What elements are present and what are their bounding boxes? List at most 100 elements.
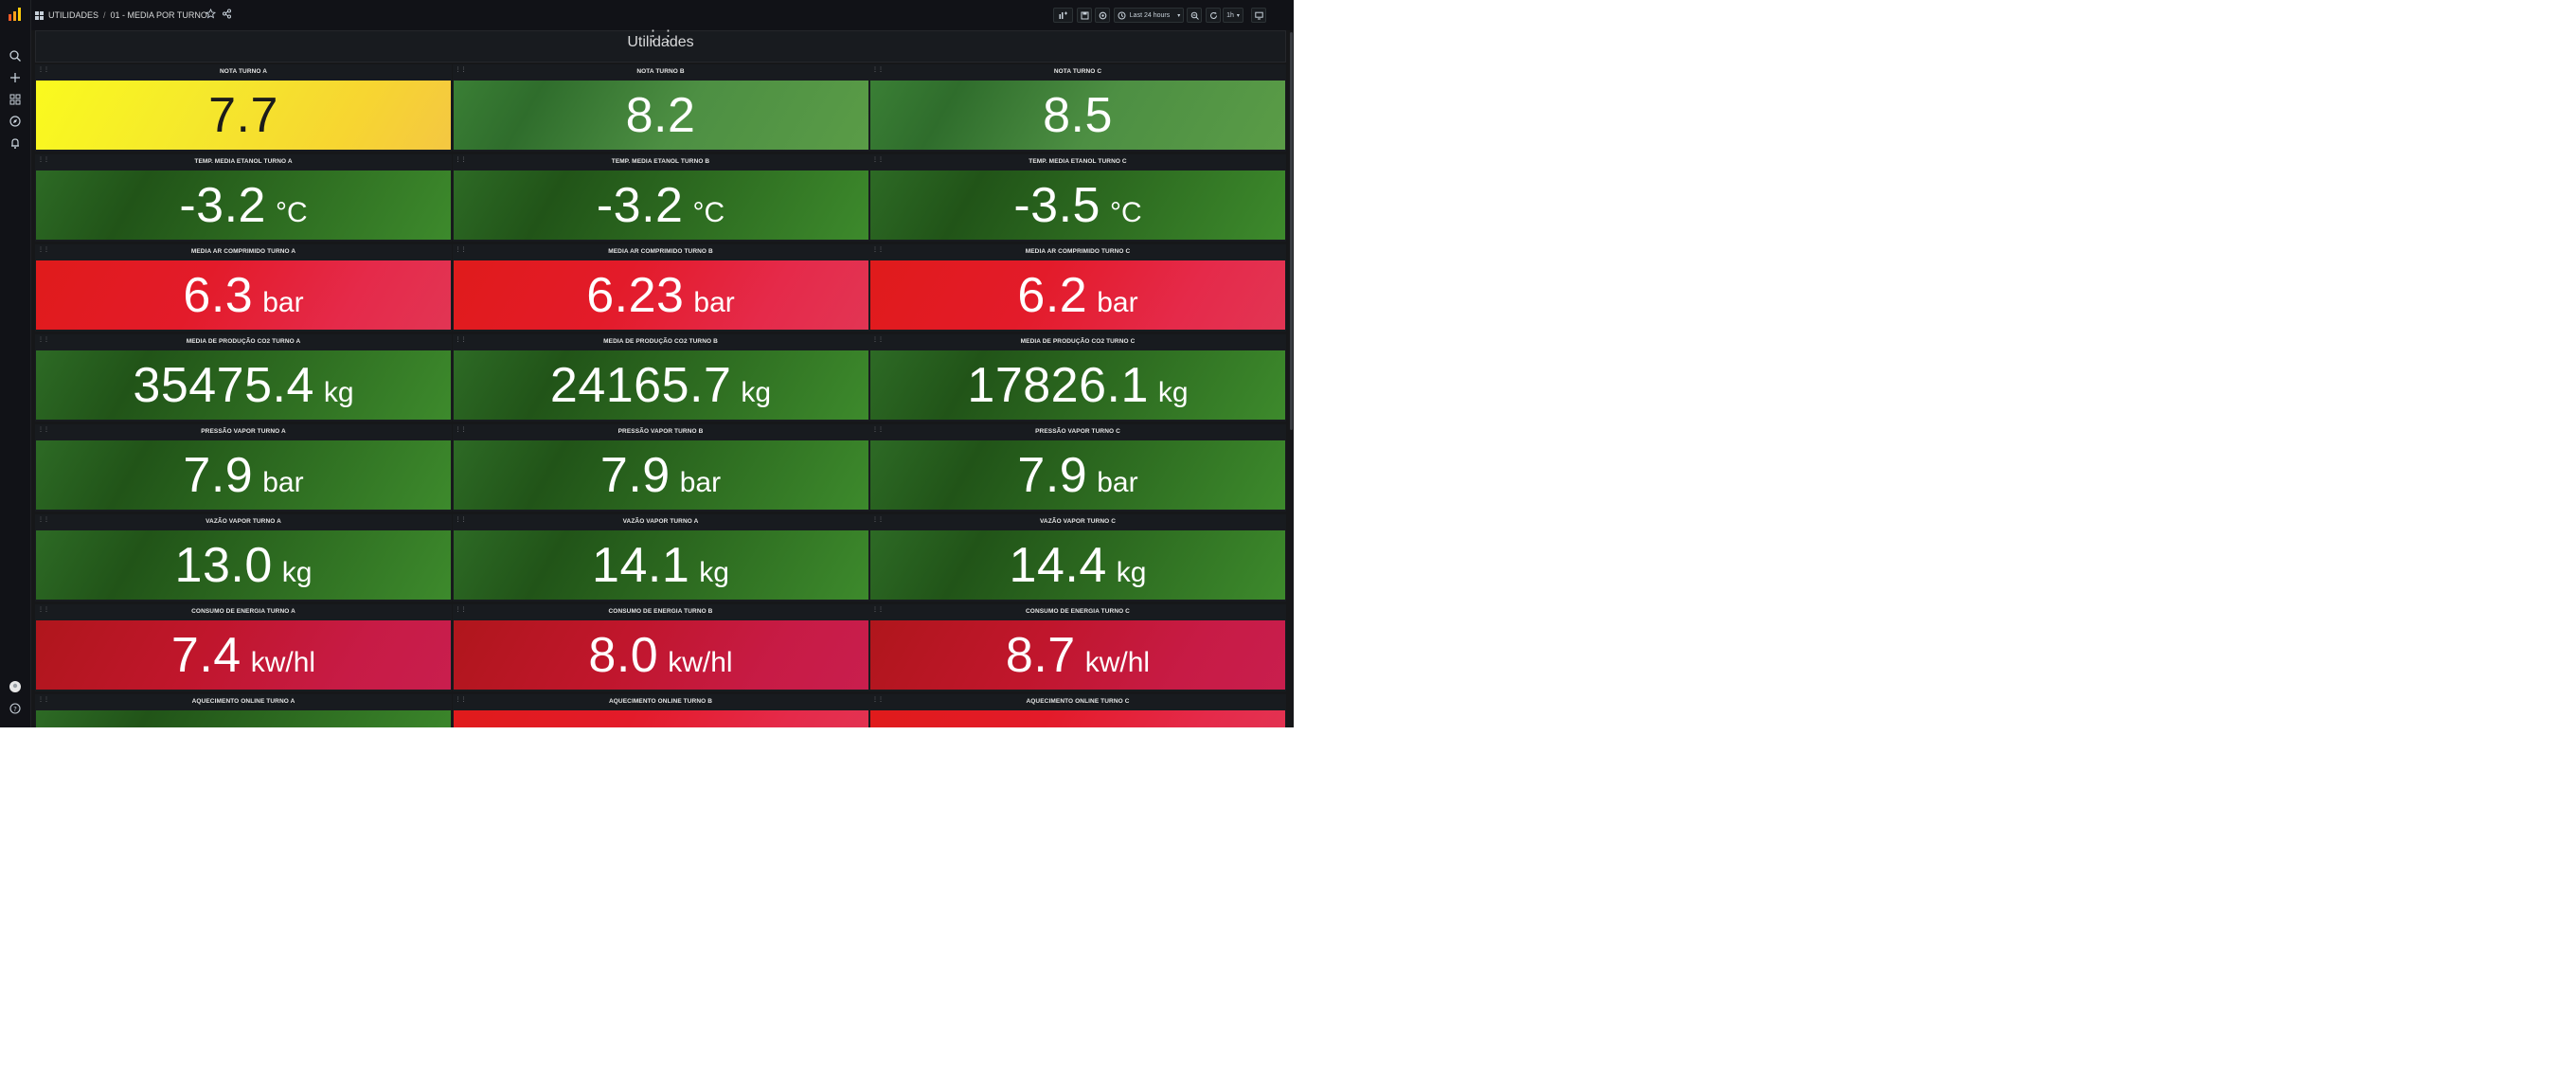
panel-header[interactable]: ⋮⋮ AQUECIMENTO ONLINE TURNO A <box>35 694 452 710</box>
panel-header[interactable]: ⋮⋮ MEDIA AR COMPRIMIDO TURNO B <box>453 244 869 260</box>
stat-panel[interactable]: ⋮⋮ MEDIA AR COMPRIMIDO TURNO C 6.2 bar <box>869 244 1286 332</box>
panel-header[interactable]: ⋮⋮ MEDIA DE PRODUÇÃO CO2 TURNO A <box>35 334 452 350</box>
panel-header[interactable]: ⋮⋮ AQUECIMENTO ONLINE TURNO C <box>869 694 1286 710</box>
panel-header[interactable]: ⋮⋮ VAZÃO VAPOR TURNO C <box>869 514 1286 530</box>
drag-handle-icon[interactable]: ⋮⋮ <box>455 247 467 253</box>
drag-handle-icon[interactable]: ⋮⋮ <box>872 607 884 613</box>
stat-panel[interactable]: ⋮⋮ NOTA TURNO A 7.7 <box>35 64 452 152</box>
stat-panel[interactable]: ⋮⋮ VAZÃO VAPOR TURNO A 14.1 kg <box>452 514 869 601</box>
drag-handle-icon[interactable]: ⋮⋮ <box>455 697 467 703</box>
stat-panel[interactable]: ⋮⋮ CONSUMO DE ENERGIA TURNO A 7.4 kw/hl <box>35 604 452 691</box>
drag-handle-icon[interactable]: ⋮⋮ <box>455 67 467 73</box>
search-icon[interactable] <box>9 49 22 63</box>
breadcrumb-folder[interactable]: UTILIDADES <box>48 10 99 20</box>
panel-header[interactable]: ⋮⋮ NOTA TURNO A <box>35 64 452 81</box>
drag-handle-icon[interactable]: ⋮⋮ <box>455 427 467 433</box>
drag-handle-icon[interactable]: ⋮⋮ <box>872 157 884 163</box>
stat-panel[interactable]: ⋮⋮ NOTA TURNO B 8.2 <box>452 64 869 152</box>
panel-header[interactable]: ⋮⋮ AQUECIMENTO ONLINE TURNO B <box>453 694 869 710</box>
drag-handle-icon[interactable]: ⋮⋮ <box>38 337 49 343</box>
panel-header[interactable]: ⋮⋮ NOTA TURNO C <box>869 64 1286 81</box>
add-panel-button[interactable] <box>1053 8 1073 23</box>
share-icon[interactable] <box>222 9 232 19</box>
tv-mode-button[interactable] <box>1251 8 1266 23</box>
drag-handle-icon[interactable]: ⋮⋮ <box>455 337 467 343</box>
explore-icon[interactable] <box>9 115 22 128</box>
drag-handle-icon[interactable]: ⋮⋮ <box>455 517 467 523</box>
drag-handle-icon[interactable]: ⋮⋮ <box>38 697 49 703</box>
panel-header[interactable]: ⋮⋮ MEDIA AR COMPRIMIDO TURNO A <box>35 244 452 260</box>
drag-handle-icon[interactable]: ⋮⋮ <box>872 67 884 73</box>
plus-icon[interactable] <box>9 71 22 84</box>
drag-handle-icon[interactable]: ⋮⋮ <box>38 517 49 523</box>
refresh-interval-picker[interactable]: 1h ▾ <box>1223 8 1243 23</box>
panel-header[interactable]: ⋮⋮ CONSUMO DE ENERGIA TURNO B <box>453 604 869 620</box>
save-dashboard-button[interactable] <box>1077 8 1092 23</box>
row-header[interactable]: ⋮⋮ Utilidades <box>35 29 1286 63</box>
drag-handle-icon[interactable]: ⋮⋮ <box>38 157 49 163</box>
stat-panel[interactable]: ⋮⋮ TEMP. MEDIA ETANOL TURNO A -3.2 °C <box>35 154 452 242</box>
drag-handle-icon[interactable]: ⋮⋮ <box>872 337 884 343</box>
drag-handle-icon[interactable]: ⋮⋮ <box>38 427 49 433</box>
drag-handle-icon[interactable]: ⋮⋮ <box>455 157 467 163</box>
breadcrumb-dashboard[interactable]: 01 - MEDIA POR TURNO <box>110 10 207 20</box>
drag-handle-icon[interactable]: ⋮⋮ <box>872 517 884 523</box>
stat-panel[interactable]: ⋮⋮ MEDIA AR COMPRIMIDO TURNO A 6.3 bar <box>35 244 452 332</box>
stat-panel[interactable]: ⋮⋮ MEDIA DE PRODUÇÃO CO2 TURNO A 35475.4 kg <box>35 334 452 421</box>
time-range-picker[interactable]: Last 24 hours ▾ <box>1114 8 1184 23</box>
stat-panel[interactable]: ⋮⋮ VAZÃO VAPOR TURNO A 13.0 kg <box>35 514 452 601</box>
panel-header[interactable]: ⋮⋮ MEDIA DE PRODUÇÃO CO2 TURNO C <box>869 334 1286 350</box>
drag-handle-icon[interactable]: ⋮⋮ <box>38 607 49 613</box>
alerting-bell-icon[interactable] <box>9 136 22 150</box>
gear-icon <box>1099 11 1106 19</box>
dashboards-icon[interactable] <box>9 93 22 106</box>
stat-panel[interactable]: ⋮⋮ AQUECIMENTO ONLINE TURNO B <box>452 694 869 727</box>
panel-header[interactable]: ⋮⋮ PRESSÃO VAPOR TURNO A <box>35 424 452 440</box>
drag-handle-icon[interactable]: ⋮⋮ <box>38 247 49 253</box>
stat-panel[interactable]: ⋮⋮ CONSUMO DE ENERGIA TURNO B 8.0 kw/hl <box>452 604 869 691</box>
refresh-button[interactable] <box>1206 8 1221 23</box>
panel-header[interactable]: ⋮⋮ PRESSÃO VAPOR TURNO C <box>869 424 1286 440</box>
stat-body: 6.3 bar <box>36 260 451 330</box>
stat-panel[interactable]: ⋮⋮ AQUECIMENTO ONLINE TURNO C <box>869 694 1286 727</box>
settings-button[interactable] <box>1095 8 1110 23</box>
stat-panel[interactable]: ⋮⋮ NOTA TURNO C 8.5 <box>869 64 1286 152</box>
panel-header[interactable]: ⋮⋮ VAZÃO VAPOR TURNO A <box>453 514 869 530</box>
panel-title: TEMP. MEDIA ETANOL TURNO C <box>1029 158 1127 165</box>
zoom-out-button[interactable] <box>1187 8 1202 23</box>
scrollbar[interactable] <box>1290 32 1293 430</box>
stat-panel[interactable]: ⋮⋮ CONSUMO DE ENERGIA TURNO C 8.7 kw/hl <box>869 604 1286 691</box>
stat-panel[interactable]: ⋮⋮ TEMP. MEDIA ETANOL TURNO B -3.2 °C <box>452 154 869 242</box>
panel-header[interactable]: ⋮⋮ CONSUMO DE ENERGIA TURNO A <box>35 604 452 620</box>
drag-handle-icon[interactable]: ⋮⋮ <box>38 67 49 73</box>
stat-value: -3.5 <box>1013 177 1100 233</box>
panel-header[interactable]: ⋮⋮ TEMP. MEDIA ETANOL TURNO A <box>35 154 452 170</box>
drag-handle-icon[interactable]: ⋮⋮ <box>872 247 884 253</box>
star-icon[interactable] <box>206 9 216 19</box>
stat-panel[interactable]: ⋮⋮ PRESSÃO VAPOR TURNO C 7.9 bar <box>869 424 1286 511</box>
panel-header[interactable]: ⋮⋮ CONSUMO DE ENERGIA TURNO C <box>869 604 1286 620</box>
stat-panel[interactable]: ⋮⋮ MEDIA DE PRODUÇÃO CO2 TURNO B 24165.7 kg <box>452 334 869 421</box>
panel-header[interactable]: ⋮⋮ MEDIA AR COMPRIMIDO TURNO C <box>869 244 1286 260</box>
drag-handle-icon[interactable]: ⋮⋮ <box>872 427 884 433</box>
stat-panel[interactable]: ⋮⋮ MEDIA AR COMPRIMIDO TURNO B 6.23 bar <box>452 244 869 332</box>
user-avatar[interactable] <box>9 680 22 693</box>
panel-header[interactable]: ⋮⋮ VAZÃO VAPOR TURNO A <box>35 514 452 530</box>
help-icon[interactable]: ? <box>9 702 22 715</box>
stat-panel[interactable]: ⋮⋮ AQUECIMENTO ONLINE TURNO A <box>35 694 452 727</box>
panel-header[interactable]: ⋮⋮ NOTA TURNO B <box>453 64 869 81</box>
grafana-logo-icon[interactable] <box>7 6 24 23</box>
panel-header[interactable]: ⋮⋮ MEDIA DE PRODUÇÃO CO2 TURNO B <box>453 334 869 350</box>
panel-header[interactable]: ⋮⋮ TEMP. MEDIA ETANOL TURNO B <box>453 154 869 170</box>
stat-panel[interactable]: ⋮⋮ TEMP. MEDIA ETANOL TURNO C -3.5 °C <box>869 154 1286 242</box>
stat-panel[interactable]: ⋮⋮ MEDIA DE PRODUÇÃO CO2 TURNO C 17826.1 kg <box>869 334 1286 421</box>
stat-panel[interactable]: ⋮⋮ PRESSÃO VAPOR TURNO A 7.9 bar <box>35 424 452 511</box>
drag-handle-icon[interactable]: ⋮⋮ <box>455 607 467 613</box>
drag-handle-icon[interactable]: ⋮⋮ <box>872 697 884 703</box>
panel-header[interactable]: ⋮⋮ PRESSÃO VAPOR TURNO B <box>453 424 869 440</box>
stat-panel[interactable]: ⋮⋮ VAZÃO VAPOR TURNO C 14.4 kg <box>869 514 1286 601</box>
panel-header[interactable]: ⋮⋮ TEMP. MEDIA ETANOL TURNO C <box>869 154 1286 170</box>
stat-panel[interactable]: ⋮⋮ PRESSÃO VAPOR TURNO B 7.9 bar <box>452 424 869 511</box>
stat-unit: kg <box>1157 376 1189 408</box>
stat-display: 7.9 bar <box>1017 451 1137 500</box>
